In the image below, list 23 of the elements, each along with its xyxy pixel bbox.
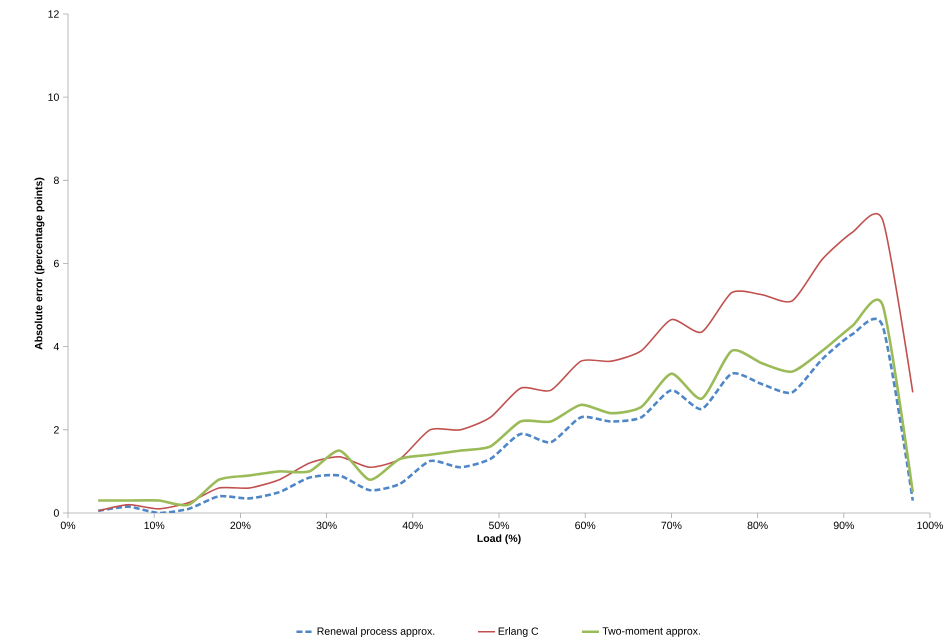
x-axis-title: Load (%) — [478, 534, 521, 544]
legend-label: Two-moment approx. — [602, 627, 700, 637]
x-tick-label: 20% — [230, 522, 251, 530]
y-tick-label: 4 — [54, 343, 60, 350]
x-tick-label: 40% — [402, 522, 423, 530]
legend-label: Erlang C — [498, 627, 538, 637]
x-tick-label: 80% — [748, 522, 768, 530]
y-tick-label: 8 — [54, 176, 59, 184]
y-tick-label: 12 — [48, 10, 59, 18]
y-tick-label: 0 — [54, 509, 59, 517]
y-axis-title: Absolute error (percentage points) — [34, 178, 44, 350]
x-tick-label: 70% — [661, 522, 682, 530]
x-tick-label: 50% — [488, 522, 510, 530]
y-tick-label: 10 — [48, 93, 59, 101]
x-tick-label: 10% — [144, 522, 164, 530]
x-tick-label: 0% — [60, 522, 76, 530]
x-tick-label: 90% — [834, 522, 854, 530]
y-tick-label: 6 — [54, 260, 59, 268]
y-tick-label: 2 — [54, 426, 59, 434]
x-tick-label: 30% — [316, 522, 337, 530]
x-tick-label: 60% — [575, 522, 596, 530]
x-tick-label: 100% — [917, 522, 944, 530]
legend-label: Renewal process approx. — [318, 627, 434, 637]
